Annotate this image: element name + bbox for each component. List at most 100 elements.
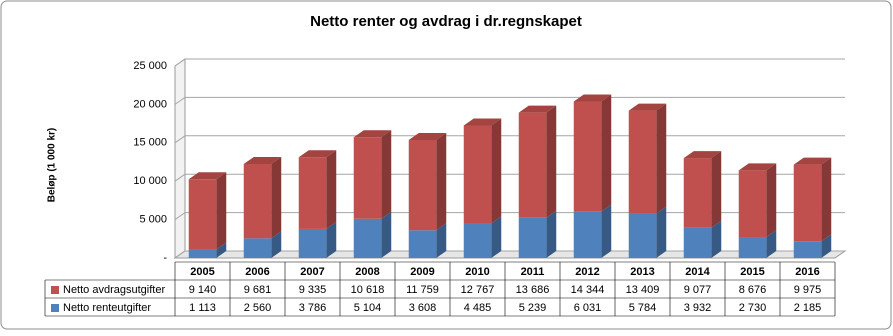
x-tick-label: 2005 [190, 266, 214, 278]
bar-side [711, 220, 722, 258]
bar [188, 249, 217, 258]
bar [628, 213, 657, 258]
bar-side [766, 163, 777, 238]
bar-side [381, 130, 392, 219]
grid-line-wall [174, 96, 186, 105]
data-table-value: 1 113 [189, 302, 216, 314]
back-wall [174, 58, 186, 259]
bar-side [601, 94, 612, 212]
bar-top [353, 130, 392, 138]
x-tick-label: 2016 [795, 266, 819, 278]
data-table-value: 9 335 [299, 284, 327, 296]
bar-side [766, 230, 777, 258]
bar [683, 227, 712, 258]
bar [573, 101, 602, 212]
chart-title: Netto renter og avdrag i dr.regnskapet [310, 13, 582, 30]
data-table-value: 9 077 [684, 284, 712, 296]
data-table-value: 2 185 [794, 302, 822, 314]
legend-swatch [51, 304, 59, 312]
data-table-value: 2 730 [739, 302, 767, 314]
bar-side [656, 206, 667, 258]
bar [298, 157, 327, 229]
bar-side [271, 231, 282, 258]
bar [738, 170, 767, 238]
bar [243, 163, 272, 239]
bar-top [408, 132, 447, 140]
bar-side [381, 211, 392, 258]
bar-top [628, 103, 667, 111]
legend-label: Netto avdragsutgifter [63, 284, 165, 296]
bar [573, 211, 602, 258]
bar-top [243, 156, 282, 164]
bar-top [738, 163, 777, 171]
data-table-value: 9 975 [794, 284, 822, 296]
data-table-value: 3 932 [684, 302, 712, 314]
bar [298, 228, 327, 258]
legend-swatch [51, 286, 59, 294]
bar-top [683, 151, 722, 159]
x-tick-label: 2009 [410, 266, 434, 278]
bar-top [298, 150, 337, 158]
y-tick-label: - [163, 252, 167, 264]
x-tick-label: 2013 [630, 266, 654, 278]
x-tick-label: 2007 [300, 266, 324, 278]
x-tick-label: 2006 [245, 266, 269, 278]
bar-side [271, 156, 282, 239]
data-table-value: 9 140 [189, 284, 217, 296]
bar-top [188, 172, 227, 180]
bar-side [436, 132, 447, 231]
bar-side [821, 234, 832, 258]
data-table-value: 5 784 [629, 302, 657, 314]
bar [353, 218, 382, 258]
bar-side [216, 172, 227, 250]
data-table-value: 12 767 [461, 284, 495, 296]
legend-label: Netto renteutgifter [63, 302, 151, 314]
bar [353, 137, 382, 219]
bar-side [656, 103, 667, 214]
bar-top [518, 105, 557, 113]
bar [408, 139, 437, 231]
bar-side [216, 242, 227, 258]
bar [738, 237, 767, 258]
bar-side [821, 157, 832, 242]
x-tick-label: 2015 [740, 266, 764, 278]
y-tick-label: 15 000 [133, 137, 167, 149]
bar [793, 241, 822, 258]
bar-side [546, 105, 557, 218]
y-tick-label: 20 000 [133, 98, 167, 110]
y-axis-label: Beløp (1 000 kr) [47, 128, 58, 202]
bar-side [326, 150, 337, 229]
bar [463, 223, 492, 258]
data-table-value: 4 485 [464, 302, 492, 314]
grid-line-wall [174, 212, 186, 221]
x-tick-label: 2014 [685, 266, 710, 278]
bar-top [793, 157, 832, 165]
y-tick-label: 5 000 [139, 214, 167, 226]
grid-line-wall [174, 173, 186, 182]
bar-side [326, 221, 337, 258]
data-table-value: 6 031 [574, 302, 602, 314]
grid-line-wall [174, 58, 186, 67]
bar [518, 112, 547, 218]
data-table-value: 5 104 [354, 302, 382, 314]
data-table-value: 3 608 [409, 302, 437, 314]
bar-side [491, 118, 502, 224]
bar-side [546, 210, 557, 258]
data-table-value: 14 344 [571, 284, 605, 296]
data-table-value: 2 560 [244, 302, 272, 314]
y-tick-label: 25 000 [133, 60, 167, 72]
data-table-value: 5 239 [519, 302, 547, 314]
bar [683, 158, 712, 228]
data-table-value: 13 409 [626, 284, 660, 296]
bar [793, 164, 822, 242]
data-table-value: 9 681 [244, 284, 272, 296]
bar-side [601, 204, 612, 258]
bar [408, 230, 437, 258]
bar-top [573, 94, 612, 102]
y-tick-label: 10 000 [133, 175, 167, 187]
bar-side [436, 223, 447, 258]
bar [518, 217, 547, 258]
data-table-value: 3 786 [299, 302, 327, 314]
data-table-value: 8 676 [739, 284, 767, 296]
